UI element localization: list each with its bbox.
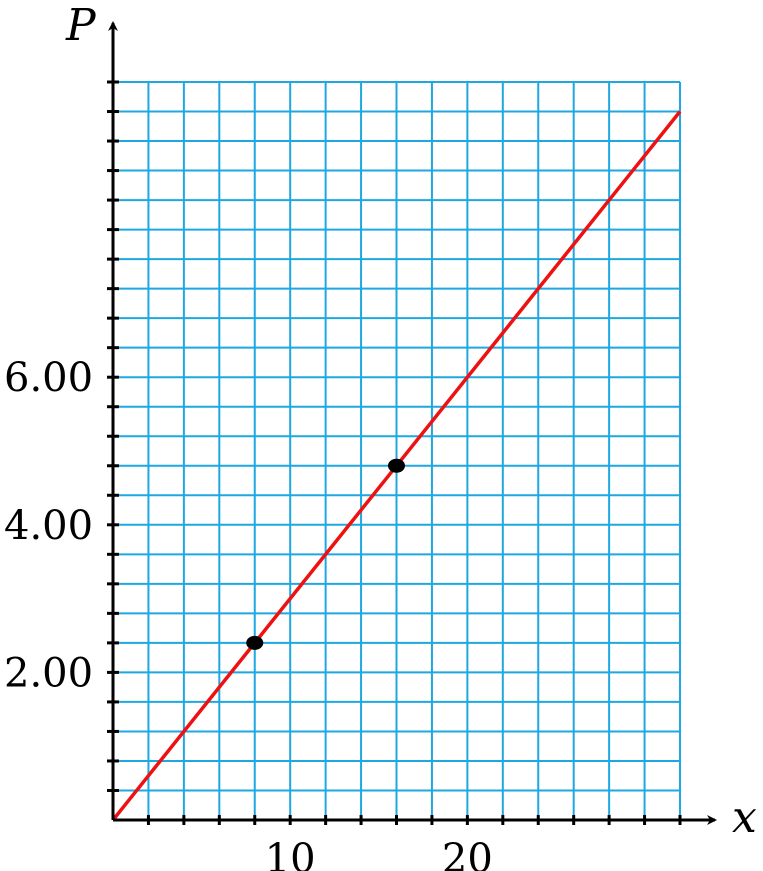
axes xyxy=(108,21,717,825)
x-tick-label: 20 xyxy=(442,836,493,871)
y-axis-label: P xyxy=(65,0,97,51)
tick-labels: 10 20 2.00 4.00 6.00 xyxy=(4,355,493,871)
data-point xyxy=(246,635,264,650)
data-point xyxy=(388,458,405,473)
ticks xyxy=(107,80,682,825)
y-tick-label: 6.00 xyxy=(4,355,93,401)
x-axis-label: x xyxy=(732,792,757,843)
x-tick-label: 10 xyxy=(265,836,316,871)
point-layer xyxy=(246,458,405,650)
grid xyxy=(112,81,681,821)
y-tick-label: 4.00 xyxy=(4,503,93,549)
y-tick-label: 2.00 xyxy=(4,650,93,696)
